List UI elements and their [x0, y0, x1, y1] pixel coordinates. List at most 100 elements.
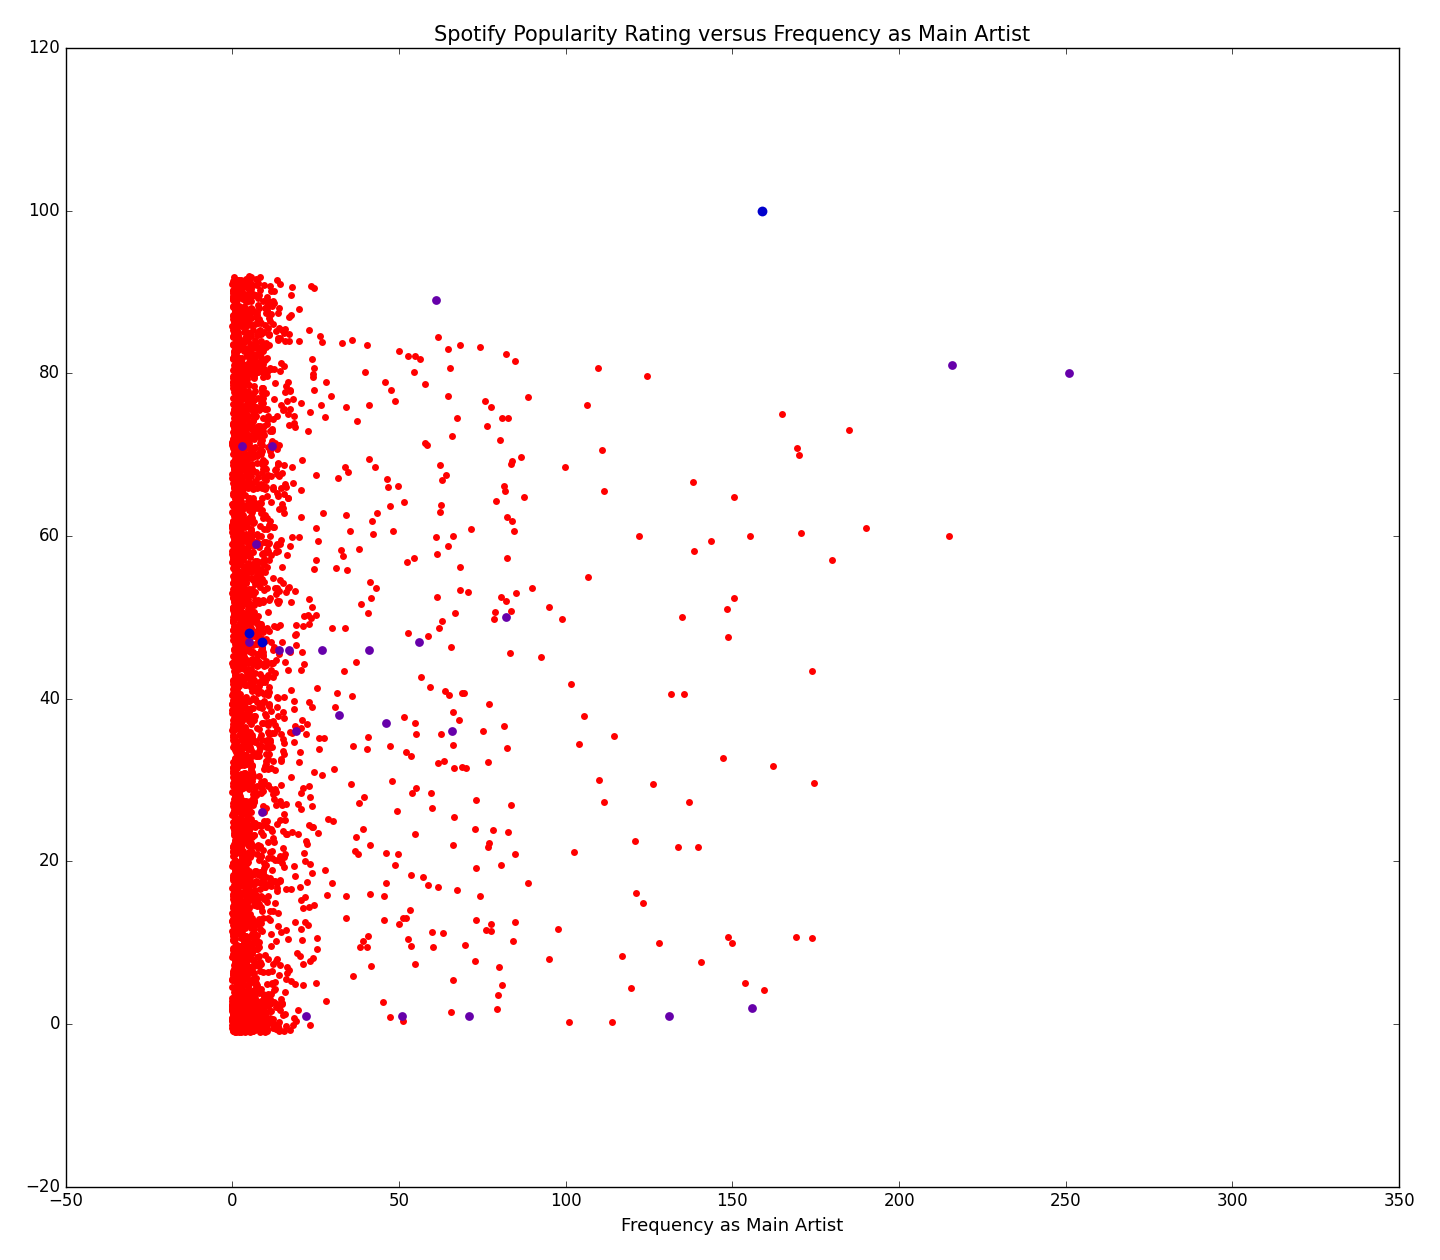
Point — [240, 621, 264, 641]
Point — [222, 896, 245, 916]
Point — [238, 386, 261, 406]
Point — [225, 530, 248, 551]
Point — [229, 1014, 252, 1034]
Point — [222, 607, 245, 627]
Point — [239, 307, 262, 328]
Point — [220, 719, 243, 740]
Point — [271, 795, 294, 815]
Point — [259, 901, 282, 921]
Point — [232, 983, 255, 1003]
Point — [225, 388, 248, 408]
Point — [225, 993, 248, 1013]
Point — [223, 718, 246, 738]
Point — [232, 751, 255, 771]
Point — [226, 876, 249, 896]
Point — [243, 348, 266, 368]
Point — [230, 964, 253, 984]
Point — [228, 362, 251, 382]
Point — [236, 747, 259, 767]
Point — [235, 968, 258, 988]
Point — [256, 722, 279, 742]
Point — [236, 993, 259, 1013]
Point — [226, 360, 249, 381]
Point — [226, 890, 249, 910]
Point — [235, 593, 258, 614]
Point — [238, 1009, 261, 1029]
Point — [229, 515, 252, 535]
Point — [232, 669, 255, 689]
Point — [226, 946, 249, 966]
Point — [222, 311, 245, 331]
Point — [248, 495, 271, 515]
Point — [265, 1019, 288, 1040]
Point — [236, 364, 259, 384]
Point — [485, 491, 508, 512]
Point — [256, 1014, 279, 1034]
Point — [222, 403, 245, 423]
Point — [245, 554, 268, 575]
Point — [226, 828, 249, 848]
Point — [233, 1002, 256, 1022]
Point — [235, 558, 258, 578]
Point — [246, 416, 269, 436]
Point — [242, 777, 265, 798]
Point — [225, 562, 248, 582]
Point — [222, 474, 245, 494]
Point — [233, 966, 256, 987]
Point — [238, 488, 261, 508]
Point — [497, 408, 520, 428]
Point — [720, 932, 743, 953]
Point — [255, 304, 278, 324]
Point — [238, 557, 261, 577]
Point — [282, 698, 305, 718]
Point — [230, 479, 253, 499]
Point — [245, 890, 268, 910]
Point — [222, 764, 245, 784]
Point — [261, 848, 284, 868]
Point — [229, 407, 252, 427]
Point — [243, 1000, 266, 1021]
Point — [243, 914, 266, 934]
Point — [222, 997, 245, 1017]
Point — [228, 296, 251, 316]
Point — [284, 625, 307, 645]
Point — [230, 596, 253, 616]
Point — [239, 614, 262, 634]
Point — [245, 472, 268, 493]
Point — [550, 609, 573, 629]
Point — [223, 910, 246, 930]
Point — [251, 731, 274, 751]
Point — [230, 819, 253, 839]
Point — [222, 348, 245, 368]
Point — [255, 1012, 278, 1032]
Point — [223, 876, 246, 896]
Point — [240, 883, 264, 903]
Point — [223, 995, 246, 1016]
Point — [226, 559, 249, 580]
Point — [235, 538, 258, 558]
Point — [240, 731, 264, 751]
Point — [225, 314, 248, 334]
Point — [458, 1005, 481, 1026]
Point — [230, 968, 253, 988]
Point — [225, 761, 248, 781]
Point — [230, 690, 253, 711]
Point — [228, 786, 251, 806]
Point — [223, 866, 246, 886]
Point — [229, 1004, 252, 1024]
Point — [228, 993, 251, 1013]
Point — [242, 789, 265, 809]
Point — [245, 785, 268, 805]
Point — [223, 301, 246, 321]
Point — [225, 444, 248, 464]
Point — [238, 287, 261, 307]
Point — [245, 929, 268, 949]
Point — [249, 343, 272, 363]
Point — [233, 819, 256, 839]
Point — [255, 415, 278, 435]
Point — [226, 348, 249, 368]
Point — [228, 1005, 251, 1026]
Point — [285, 615, 308, 635]
Point — [229, 992, 252, 1012]
Point — [233, 819, 256, 839]
